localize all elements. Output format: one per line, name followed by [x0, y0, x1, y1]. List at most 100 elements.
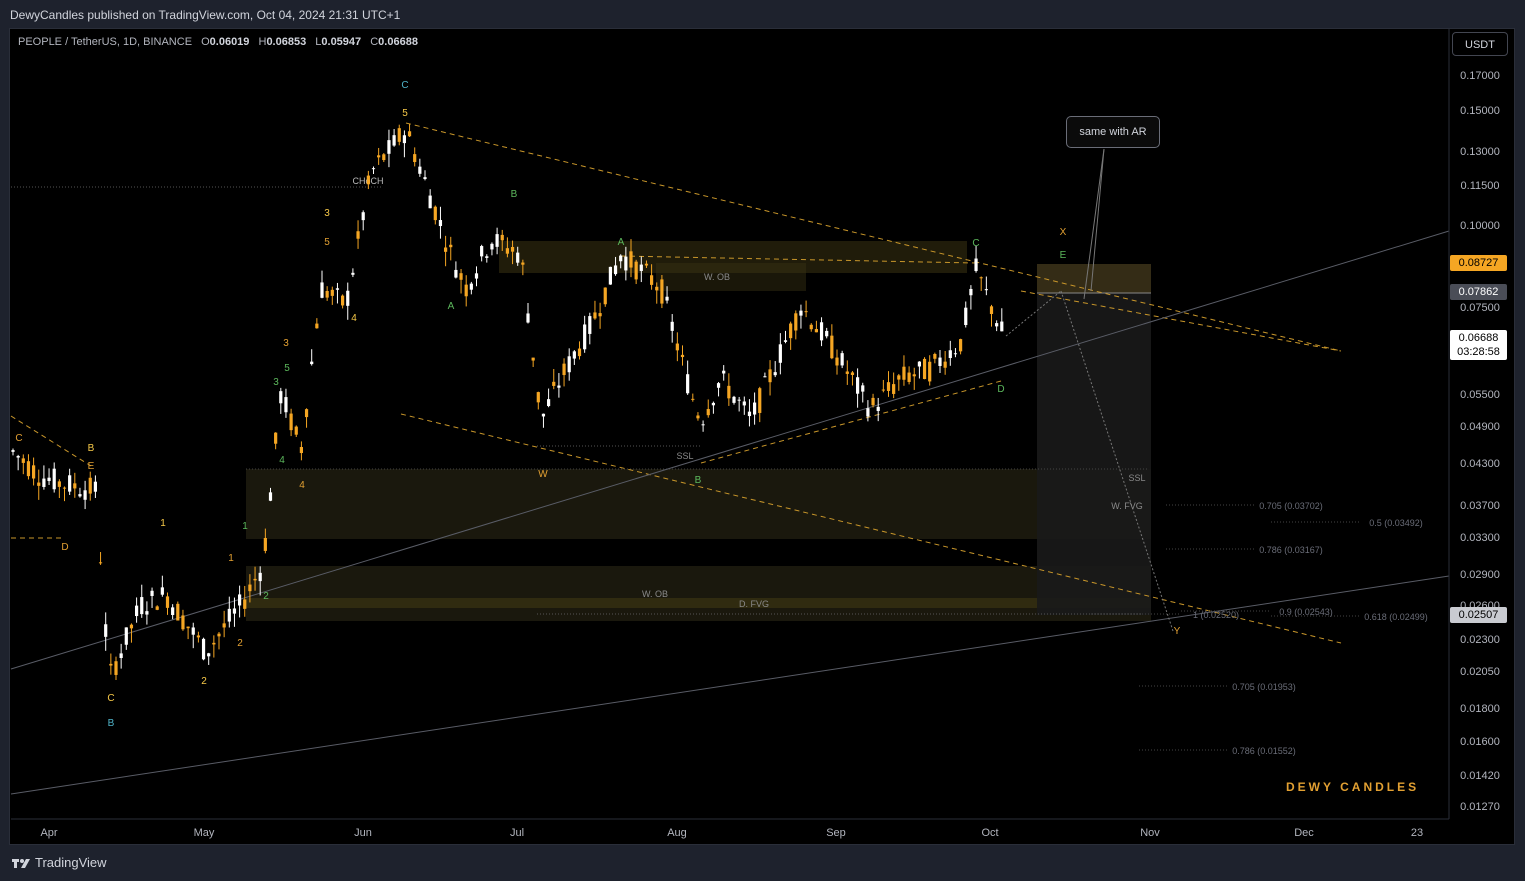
candle-body — [222, 623, 226, 628]
candle-body — [454, 269, 458, 278]
close-label: C — [370, 36, 379, 48]
wave-label: 2 — [201, 676, 207, 687]
candle-body — [62, 487, 67, 489]
candle-body — [510, 246, 515, 252]
candle-body — [73, 483, 77, 489]
wave-label: 5 — [402, 108, 408, 119]
candle-body — [562, 363, 566, 376]
callout-line-2 — [1090, 148, 1105, 292]
candle-body — [536, 392, 540, 403]
candle-body — [995, 323, 999, 327]
y-tick-label: 0.15000 — [1460, 105, 1500, 117]
fib-label: 0.705 (0.01953) — [1232, 682, 1296, 692]
candle-body — [464, 284, 468, 297]
x-tick-label: 23 — [1411, 827, 1423, 839]
candle-body — [135, 605, 139, 617]
candle-body — [268, 492, 273, 501]
candle-body — [480, 246, 484, 257]
y-tick-label: 0.02300 — [1460, 634, 1500, 646]
y-tick-label: 0.01420 — [1460, 770, 1500, 782]
candle-body — [140, 597, 144, 615]
candle-body — [969, 288, 973, 296]
zone-label: W. OB — [642, 589, 668, 599]
candle-body — [835, 357, 839, 366]
candle-body — [886, 382, 891, 391]
candle-body — [907, 372, 911, 382]
candles — [11, 123, 1004, 681]
y-tick-label: 0.01800 — [1460, 703, 1500, 715]
candle-body — [948, 350, 952, 359]
fib-label: 0.786 (0.03167) — [1259, 545, 1323, 555]
candle-body — [351, 272, 355, 275]
x-tick-label: Oct — [981, 827, 998, 839]
wave-label: 3 — [283, 338, 289, 349]
y-tick-label: 0.01600 — [1460, 736, 1500, 748]
candle-body — [655, 286, 659, 291]
candle-body — [387, 140, 391, 154]
candle-body — [984, 289, 988, 291]
wave-label: B — [511, 189, 518, 200]
wave-label: W — [538, 469, 548, 480]
candle-body — [119, 653, 123, 659]
projection-box-top — [1037, 264, 1151, 293]
candle-body — [485, 256, 489, 258]
candle-body — [516, 252, 520, 263]
candle-body — [959, 339, 963, 352]
symbol-legend: PEOPLE / TetherUS, 1D, BINANCE O0.06019 … — [18, 36, 418, 48]
candle-body — [1000, 321, 1004, 332]
footer-bar — [0, 845, 1525, 881]
candle-body — [428, 195, 432, 209]
price-chart[interactable]: 0.705 (0.03702) 0.5 (0.03492) 0.786 (0.031… — [10, 29, 1516, 846]
wave-label: C — [107, 693, 114, 704]
candle-body — [279, 391, 283, 404]
candle-body — [320, 282, 324, 298]
last-price-value: 0.06688 — [1458, 332, 1499, 344]
candle-body — [32, 465, 36, 479]
chart-frame[interactable]: 0.705 (0.03702) 0.5 (0.03492) 0.786 (0.031… — [9, 28, 1515, 845]
candle-body — [150, 590, 154, 596]
candle-body — [155, 606, 159, 610]
candle-body — [16, 455, 20, 458]
candle-body — [232, 608, 237, 614]
candle-body — [402, 135, 406, 144]
note-callout[interactable]: same with AR — [1066, 116, 1160, 148]
candle-body — [583, 324, 587, 350]
candle-body — [212, 642, 216, 645]
candle-body — [809, 324, 813, 330]
candle-body — [57, 481, 61, 487]
wave-label: C — [15, 433, 22, 444]
candle-body — [201, 638, 206, 660]
candle-body — [248, 584, 252, 592]
candle-body — [876, 406, 880, 411]
candle-body — [799, 310, 803, 316]
y-tick-label: 0.07500 — [1460, 302, 1500, 314]
candle-body — [974, 258, 978, 272]
x-tick-label: Apr — [40, 827, 57, 839]
candle-body — [109, 663, 113, 666]
low-label: L — [315, 36, 322, 48]
candle-body — [603, 287, 607, 305]
candle-body — [830, 335, 834, 359]
candle-body — [346, 290, 350, 306]
tradingview-logo[interactable]: TradingView — [12, 855, 107, 870]
candle-body — [639, 264, 643, 271]
candle-body — [304, 409, 309, 418]
zone-label: SSL — [1128, 473, 1145, 483]
candle-body — [98, 562, 103, 564]
currency-button[interactable]: USDT — [1452, 32, 1508, 56]
wave-label: 5 — [324, 237, 330, 248]
candle-body — [521, 262, 525, 265]
candle-body — [845, 371, 849, 374]
candle-body — [253, 578, 257, 581]
candle-body — [737, 399, 741, 401]
callout-line-1 — [1083, 148, 1105, 300]
candle-body — [505, 248, 509, 254]
candle-body — [979, 277, 983, 279]
x-tick-label: May — [194, 827, 215, 839]
candle-body — [366, 175, 370, 185]
candle-body — [526, 313, 530, 323]
candle-body — [289, 413, 293, 431]
candle-body — [418, 166, 422, 174]
zone-label: W. OB — [704, 272, 730, 282]
candle-body — [299, 447, 303, 454]
